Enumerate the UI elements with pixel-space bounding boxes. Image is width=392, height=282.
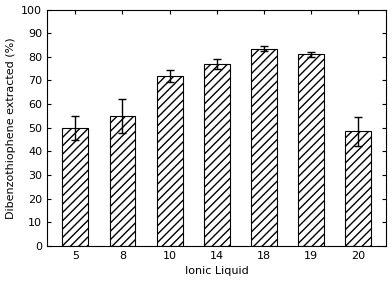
Bar: [345, 131, 371, 246]
X-axis label: Ionic Liquid: Ionic Liquid: [185, 266, 249, 276]
Bar: [204, 64, 230, 246]
Bar: [298, 54, 324, 246]
Bar: [251, 49, 277, 246]
Bar: [109, 116, 135, 246]
Bar: [157, 76, 183, 246]
Bar: [62, 128, 88, 246]
Y-axis label: Dibenzothiophene extracted (%): Dibenzothiophene extracted (%): [5, 37, 16, 219]
